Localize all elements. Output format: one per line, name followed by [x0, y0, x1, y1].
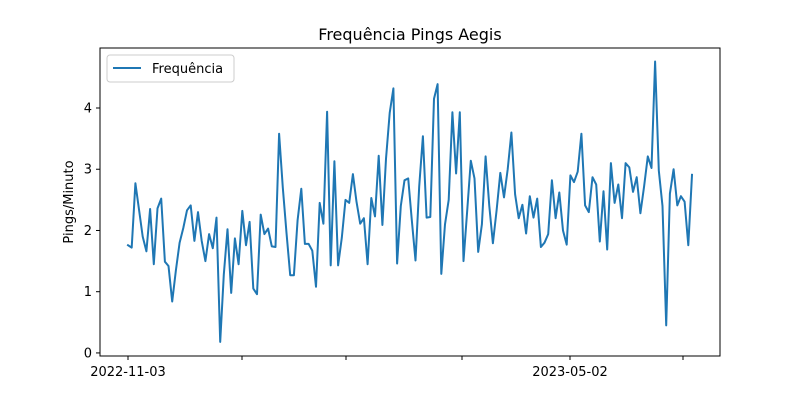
x-axis-ticks: 2022-11-03 2023-05-02	[90, 356, 684, 380]
y-tick-label: 1	[84, 285, 92, 300]
y-axis-label: Pings/Minuto	[62, 160, 77, 243]
y-tick-label: 0	[84, 346, 92, 361]
y-tick-label: 2	[84, 224, 92, 239]
y-tick-label: 4	[84, 102, 92, 117]
x-tick-label: 2023-05-02	[532, 365, 608, 380]
series-line-frequencia	[126, 60, 694, 343]
legend-box	[106, 54, 235, 83]
y-axis-ticks: 0 1 2 3 4	[84, 102, 100, 361]
plot-frame	[99, 47, 721, 357]
legend-label: Frequência	[152, 62, 223, 77]
x-tick-label: 2022-11-03	[90, 365, 166, 380]
legend: Frequência	[106, 54, 235, 83]
chart-title: Frequência Pings Aegis	[318, 25, 501, 44]
y-tick-label: 3	[84, 163, 92, 178]
